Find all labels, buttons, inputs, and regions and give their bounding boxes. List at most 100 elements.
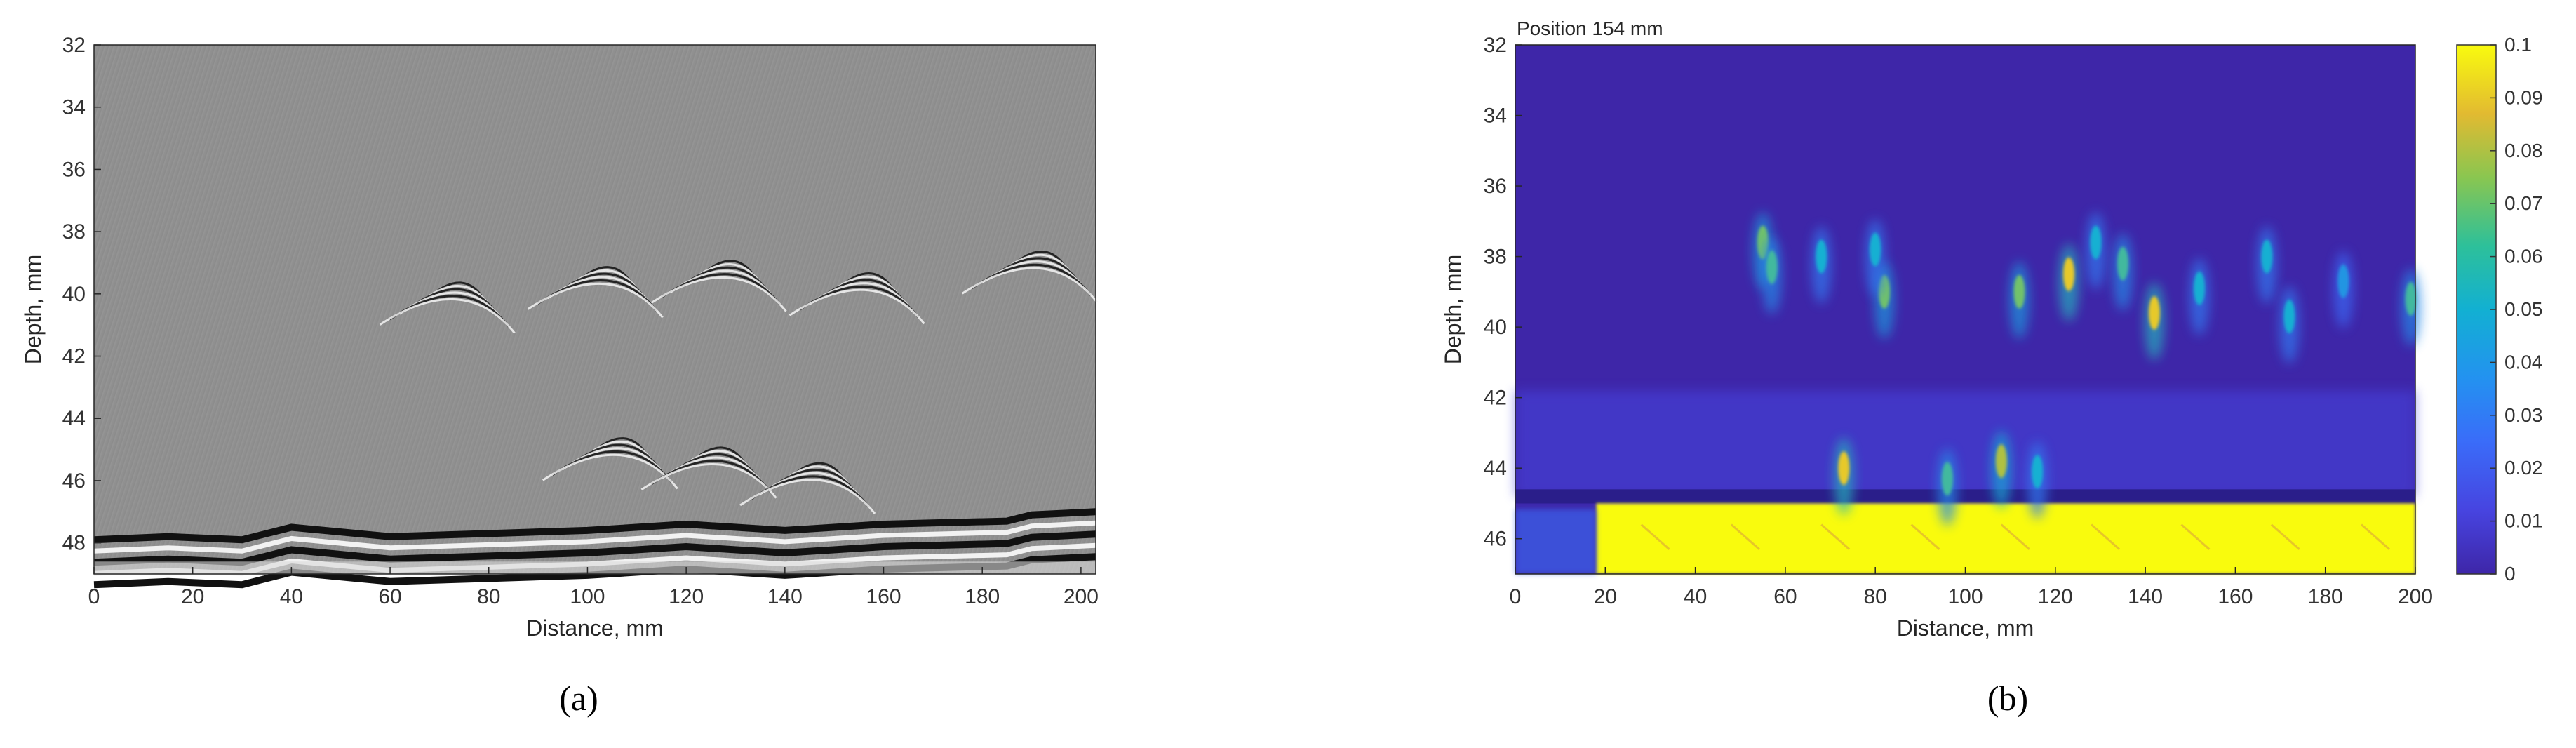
hotspot-core	[1838, 451, 1850, 486]
panel-b-x-tick-label: 120	[2038, 585, 2073, 608]
panel-b-title: Position 154 mm	[1517, 18, 1663, 39]
colorbar-tick-label: 0.07	[2504, 192, 2543, 214]
hotspot-core	[2013, 274, 2025, 309]
panel-b-x-tick-label: 20	[1594, 585, 1617, 608]
back-wall-speckle	[1730, 523, 1760, 550]
back-wall-speckle	[2180, 523, 2211, 550]
back-wall-speckle	[1910, 523, 1940, 550]
colorbar-tick-label: 0.02	[2504, 457, 2543, 479]
panel-b-x-tick-label: 180	[2308, 585, 2343, 608]
colorbar-tick-label: 0.09	[2504, 86, 2543, 108]
echo-arc	[542, 453, 678, 490]
panel-a-y-tick-label: 42	[62, 345, 86, 368]
hotspot-core	[1816, 239, 1827, 274]
panel-a-x-tick-label: 200	[1064, 585, 1099, 608]
panel-a-caption: (a)	[559, 679, 598, 718]
back-wall-left-edge	[1515, 509, 1597, 574]
panel-a-x-tick-label: 40	[280, 585, 303, 608]
panel-a-x-tick-label: 0	[88, 585, 100, 608]
panel-a-plot-area	[94, 45, 1096, 574]
back-wall-reflection	[1596, 503, 2415, 574]
panel-a-y-tick-label: 34	[62, 96, 86, 119]
panel-b-y-tick-label: 46	[1484, 528, 1507, 551]
dark-gap-band	[1515, 489, 2415, 504]
echo-arc	[789, 288, 925, 325]
panel-a-x-tick-label: 160	[866, 585, 901, 608]
hotspot-core	[1870, 232, 1881, 267]
panel-b-y-tick-label: 34	[1484, 105, 1507, 128]
echo-arc	[527, 282, 664, 319]
hotspot-core	[2117, 246, 2129, 281]
echo-arc	[961, 267, 1098, 303]
panel-a-axes-box	[93, 44, 1096, 575]
hotspot-core	[2032, 455, 2044, 489]
hotspot-core	[1766, 250, 1778, 284]
back-wall-echo-fill	[94, 561, 1096, 574]
panel-b-x-tick-label: 200	[2398, 585, 2433, 608]
panel-b-y-tick-label: 38	[1484, 246, 1507, 269]
panel-a-y-tick-label: 38	[62, 220, 86, 243]
panel-b-y-tick-label: 40	[1484, 316, 1507, 339]
echo-arc	[650, 276, 787, 312]
panel-b-heat-marks	[1515, 212, 2421, 574]
panel-b-y-tick-label: 42	[1484, 387, 1507, 410]
hotspot-core	[2405, 281, 2417, 316]
panel-b-x-tick-label: 100	[1947, 585, 1983, 608]
hotspot-core	[2148, 296, 2160, 330]
panel-a-x-tick-label: 20	[181, 585, 204, 608]
panel-b-x-tick-label: 140	[2128, 585, 2163, 608]
panel-a-echo-marks	[93, 251, 1098, 589]
colorbar-tick-label: 0.1	[2504, 34, 2532, 55]
panel-a-y-tick-label: 48	[62, 532, 86, 555]
hotspot-core	[2090, 225, 2102, 260]
panel-a-y-tick-label: 40	[62, 283, 86, 306]
panel-a-y-tick-label: 46	[62, 469, 86, 493]
panel-b: 0 20 40 60 80 100 120 140 160 180 200 32 34 36 38 40 42 4…	[1440, 18, 2543, 718]
colorbar-tick-label: 0.01	[2504, 510, 2543, 532]
back-wall-speckle	[2361, 523, 2391, 550]
colorbar-tick-label: 0.04	[2504, 351, 2543, 373]
panel-b-x-tick-label: 80	[1864, 585, 1887, 608]
back-wall-speckle	[1820, 523, 1851, 550]
panel-b-y-axis-label: Depth, mm	[1440, 255, 1465, 364]
panel-a-x-tick-label: 80	[477, 585, 500, 608]
panel-a: 0 20 40 60 80 100 120 140 160 180 200 32 34 36 38 40 42 4…	[20, 34, 1099, 718]
hotspot-core	[2063, 257, 2075, 291]
panel-b-caption: (b)	[1987, 679, 2028, 718]
colorbar-tick-label: 0	[2504, 563, 2516, 585]
panel-b-x-tick-label: 0	[1510, 585, 1522, 608]
colorbar-tick-label: 0.05	[2504, 298, 2543, 320]
colorbar-tick-label: 0.08	[2504, 140, 2543, 161]
back-wall-speckle	[2091, 523, 2121, 550]
echo-arc	[640, 463, 777, 499]
panel-b-x-tick-label: 60	[1773, 585, 1797, 608]
hotspot-core	[1941, 462, 1953, 496]
panel-b-y-tick-label: 44	[1484, 457, 1507, 480]
back-wall-echo-band	[93, 508, 1096, 544]
colorbar-tick-label: 0.06	[2504, 246, 2543, 267]
panel-a-x-tick-label: 180	[965, 585, 1000, 608]
hotspot-core	[2194, 271, 2206, 305]
panel-b-colorbar-ticks: 0 0.01 0.02 0.03 0.04 0.05 0.06 0.07 0.08 0.09 0.1	[2490, 34, 2543, 585]
panel-b-y-tick-label: 32	[1484, 34, 1507, 57]
panel-a-y-tick-label: 44	[62, 407, 86, 430]
colorbar-tick-label: 0.03	[2504, 404, 2543, 426]
hotspot-core	[2337, 264, 2349, 298]
panel-a-x-tick-label: 120	[669, 585, 704, 608]
panel-a-y-axis-label: Depth, mm	[20, 255, 46, 364]
panel-b-x-axis-label: Distance, mm	[1897, 615, 2034, 641]
back-wall-speckle	[1640, 523, 1670, 550]
panel-b-x-tick-label: 40	[1684, 585, 1707, 608]
hotspot-core	[2261, 239, 2273, 274]
back-wall-echo-band	[93, 520, 1096, 554]
hotspot-core	[2283, 300, 2295, 334]
panel-a-x-tick-label: 140	[767, 585, 803, 608]
panel-b-colorbar	[2456, 44, 2497, 575]
panel-a-x-tick-label: 100	[570, 585, 605, 608]
panel-a-axes: 0 20 40 60 80 100 120 140 160 180 200 32 34 36 38 40 42 4…	[62, 34, 1099, 608]
echo-arc	[739, 479, 876, 514]
panel-a-x-axis-label: Distance, mm	[526, 615, 664, 641]
back-wall-speckle	[2000, 523, 2030, 550]
panel-b-y-tick-label: 36	[1484, 175, 1507, 198]
panel-a-y-tick-label: 36	[62, 158, 86, 181]
